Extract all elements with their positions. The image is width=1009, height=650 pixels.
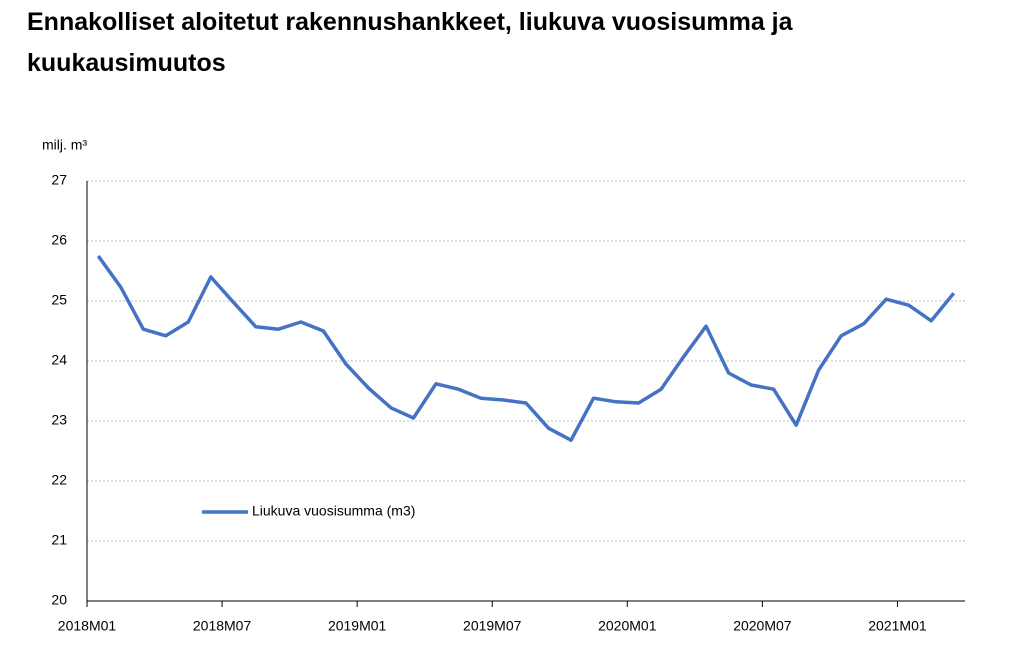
y-axis-label: milj. m³ bbox=[42, 137, 87, 153]
y-tick-label: 26 bbox=[51, 232, 67, 248]
line-series bbox=[96, 254, 956, 442]
x-tick-label: 2021M01 bbox=[868, 618, 927, 634]
y-tick-label: 24 bbox=[51, 352, 67, 368]
y-tick-label: 22 bbox=[51, 472, 67, 488]
x-tick-label: 2019M07 bbox=[463, 618, 522, 634]
legend-label: Liukuva vuosisumma (m3) bbox=[252, 503, 415, 519]
x-tick-label: 2019M01 bbox=[328, 618, 387, 634]
x-tick-label: 2020M07 bbox=[733, 618, 792, 634]
x-tick-label: 2020M01 bbox=[598, 618, 657, 634]
x-tick-label: 2018M07 bbox=[193, 618, 252, 634]
y-tick-label: 23 bbox=[51, 412, 67, 428]
y-tick-label: 27 bbox=[51, 172, 67, 188]
x-tick-label: 2018M01 bbox=[58, 618, 117, 634]
chart-title: Ennakolliset aloitetut rakennushankkeet,… bbox=[27, 8, 793, 77]
y-tick-label: 21 bbox=[51, 532, 67, 548]
y-tick-label: 25 bbox=[51, 292, 67, 308]
y-tick-label: 20 bbox=[51, 592, 67, 608]
